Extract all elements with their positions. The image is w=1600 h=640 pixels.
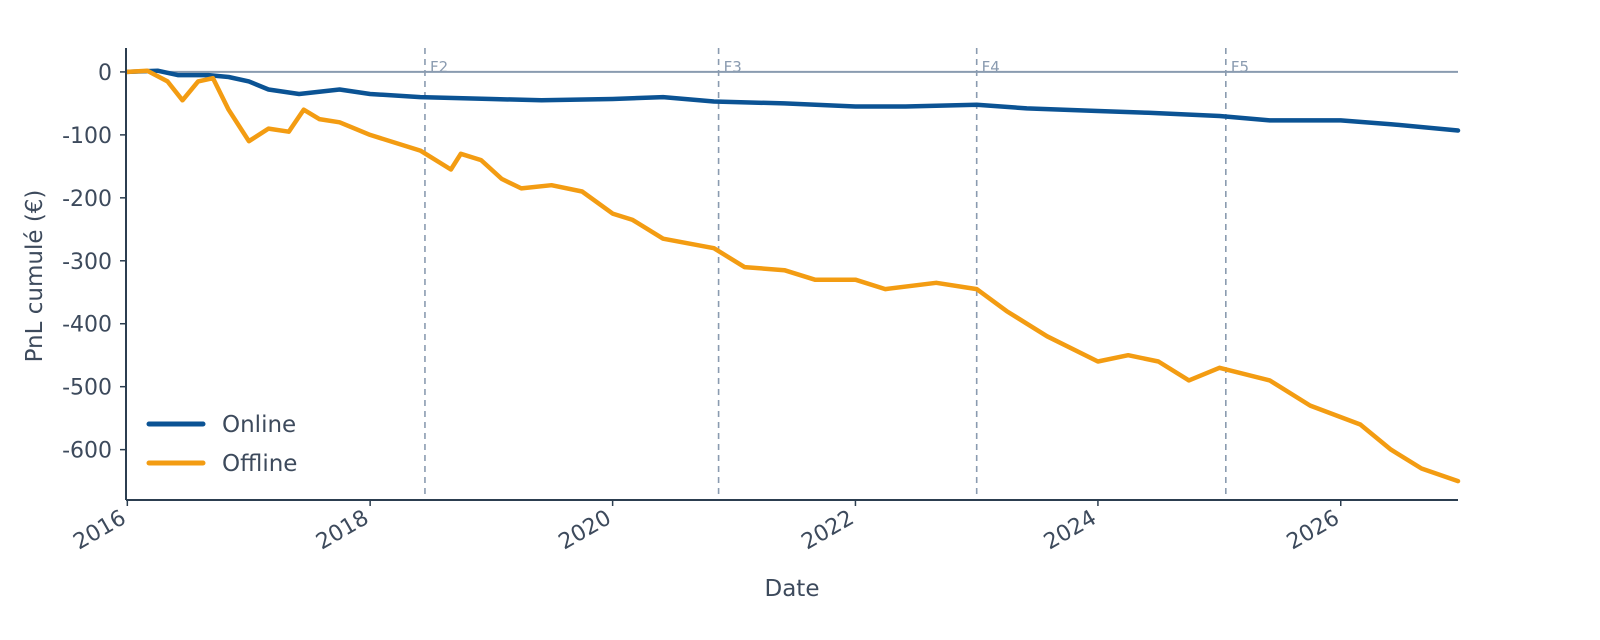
y-tick-label: -500 (62, 376, 112, 401)
fold-label-f4: F4 (982, 58, 1000, 76)
fold-label-f5: F5 (1231, 58, 1249, 76)
legend-label-online: Online (222, 412, 296, 438)
x-axis-title: Date (765, 576, 820, 602)
y-tick-label: -400 (62, 313, 112, 338)
x-tick-label: 2020 (555, 506, 616, 556)
y-tick-label: -200 (62, 187, 112, 212)
y-tick-label: 0 (98, 61, 112, 86)
series-line-online (125, 68, 1461, 133)
y-tick-label: -300 (62, 250, 112, 275)
fold-label-f3: F3 (724, 58, 742, 76)
y-axis-ticks: 0 -100 -200 -300 -400 -500 -600 (62, 61, 126, 464)
series-line-offline (125, 68, 1461, 484)
x-axis-ticks: 2016 2018 2020 2022 2024 2026 (69, 500, 1344, 556)
x-tick-label: 2024 (1040, 506, 1101, 556)
x-tick-label: 2022 (797, 506, 858, 556)
legend-label-offline: Offline (222, 451, 297, 477)
x-tick-label: 2026 (1283, 506, 1344, 556)
series-lines (125, 68, 1461, 484)
fold-markers: F2 F3 F4 F5 (424, 48, 1249, 500)
x-tick-label: 2018 (312, 506, 373, 556)
fold-label-f2: F2 (430, 58, 448, 76)
y-axis-title: PnL cumulé (€) (22, 190, 48, 363)
y-tick-label: -600 (62, 439, 112, 464)
y-tick-label: -100 (62, 124, 112, 149)
legend: Online Offline (146, 412, 297, 477)
x-tick-label: 2016 (69, 506, 130, 556)
